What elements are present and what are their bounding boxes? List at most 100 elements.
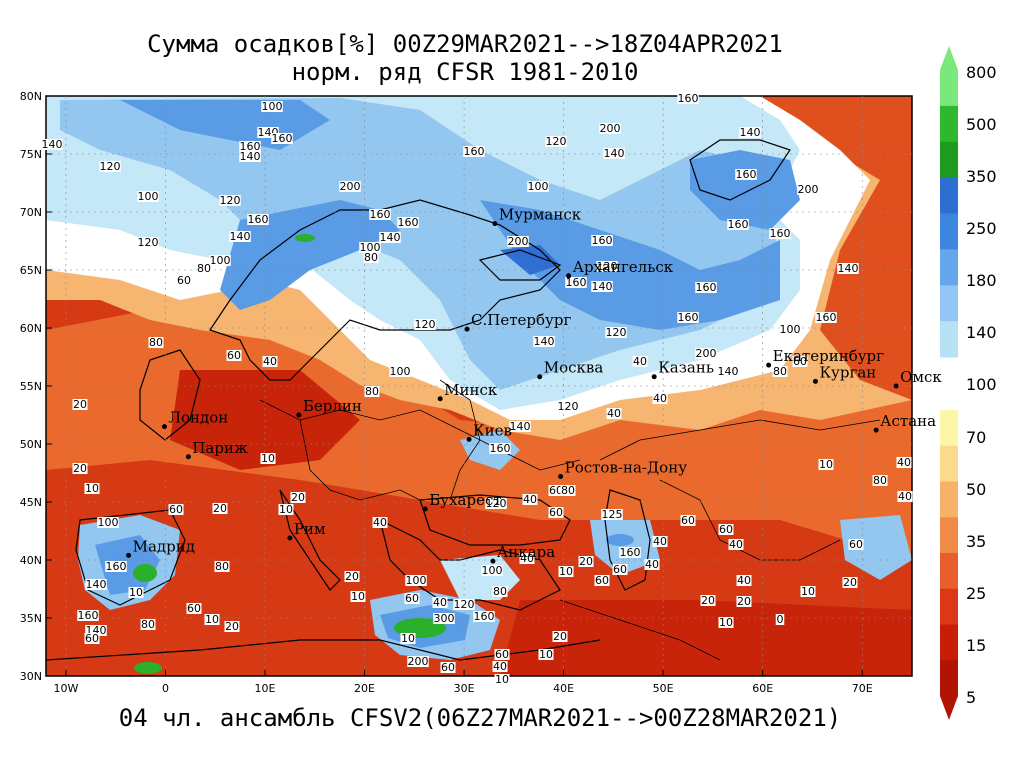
contour-label-bg: [257, 127, 279, 138]
contour-label-bg: [792, 356, 808, 367]
ne-red-zone: [760, 96, 912, 400]
nafrica-green: [134, 662, 162, 674]
contour-label: 140: [42, 138, 63, 151]
contour-label-bg: [522, 494, 538, 505]
contour-label: 120: [546, 135, 567, 148]
contour-label-bg: [219, 195, 241, 206]
city-label: Архангельск: [573, 258, 674, 276]
city-label: Астана: [880, 412, 936, 430]
contour-labels: 1001401601601401201402001601601201402001…: [41, 92, 913, 686]
colorbar-swatch-lower: [940, 445, 958, 482]
lat-tick-label: 80N: [20, 90, 42, 103]
lon-tick-label: 60E: [752, 682, 773, 695]
contour-label-bg: [736, 575, 752, 586]
contour-label: 20: [701, 594, 715, 607]
contour-label-bg: [481, 565, 503, 576]
border-1: [259, 399, 581, 471]
caspian-coast: [604, 489, 651, 591]
contour-label: 140: [718, 365, 739, 378]
contour-label-bg: [369, 209, 391, 220]
contour-label: 10: [279, 503, 293, 516]
contour-label-bg: [404, 593, 420, 604]
contour-label-bg: [168, 504, 184, 515]
colorbar-swatch-upper: [940, 141, 958, 179]
contour-label-bg: [872, 475, 888, 486]
contour-label-bg: [612, 564, 628, 575]
colorbar-swatch-upper: [940, 321, 958, 358]
italy-coast: [279, 489, 341, 591]
lon-tick-label: 0: [162, 682, 169, 695]
contour-label-bg: [652, 536, 668, 547]
contour-label: 60: [85, 632, 99, 645]
contour-label: 60: [849, 538, 863, 551]
contour-label: 300: [434, 612, 455, 625]
contour-label-bg: [897, 491, 913, 502]
contour-label: 120: [486, 497, 507, 510]
colorbar-swatch-lower: [940, 588, 958, 625]
city-marker: [466, 436, 472, 442]
city-marker: [873, 427, 879, 433]
contour-label-bg: [364, 386, 380, 397]
contour-label: 40: [263, 355, 277, 368]
contour-label-bg: [350, 591, 366, 602]
colorbar-swatch-upper: [940, 105, 958, 143]
contour-label: 60: [405, 592, 419, 605]
city-label: Казань: [658, 359, 714, 377]
lat-tick-label: 65N: [20, 264, 42, 277]
scandinavia-coast: [209, 199, 561, 381]
contour-label-bg: [848, 539, 864, 550]
contour-label-bg: [717, 366, 739, 377]
contour-label: 120: [597, 260, 618, 273]
contour-label: 160: [398, 216, 419, 229]
contour-label-bg: [41, 139, 63, 150]
contour-label: 60: [681, 514, 695, 527]
contour-label-bg: [363, 252, 379, 263]
contour-label: 120: [415, 318, 436, 331]
contour-label: 140: [240, 150, 261, 163]
contour-label: 40: [433, 596, 447, 609]
contour-label: 60: [793, 355, 807, 368]
contour-label: 10: [801, 585, 815, 598]
contour-label: 10: [559, 565, 573, 578]
lon-tick-label: 40E: [553, 682, 574, 695]
contour-label: 80: [493, 585, 507, 598]
lat-tick-label: 50N: [20, 438, 42, 451]
city-marker: [558, 473, 564, 479]
map-title-line2: норм. ряд CFSR 1981-2010: [291, 58, 639, 86]
contour-label: 40: [633, 355, 647, 368]
contour-label-bg: [239, 141, 261, 152]
contour-label: 120: [606, 326, 627, 339]
contour-label-bg: [896, 457, 912, 468]
contour-label: 140: [230, 230, 251, 243]
contour-label: 80: [197, 262, 211, 275]
city-marker: [766, 362, 772, 368]
contour-label-bg: [494, 674, 510, 685]
colorbar-swatch-lower: [940, 553, 958, 590]
contour-label: 80: [215, 560, 229, 573]
contour-label: 140: [838, 262, 859, 275]
city-marker: [161, 424, 167, 430]
contour-label-bg: [552, 631, 568, 642]
contour-label-bg: [389, 366, 411, 377]
contour-label: 40: [493, 660, 507, 673]
contour-label: 60: [549, 506, 563, 519]
city-marker: [651, 374, 657, 380]
city-label: Москва: [544, 359, 604, 377]
city-marker: [296, 412, 302, 418]
border-2: [299, 419, 421, 501]
contour-label-bg: [77, 610, 99, 621]
contour-label-bg: [453, 599, 475, 610]
contour-label: 200: [408, 655, 429, 668]
contour-label: 40: [523, 493, 537, 506]
contour-label-bg: [473, 611, 495, 622]
blue-zone-novaya: [690, 150, 800, 230]
contour-label-bg: [440, 662, 456, 673]
contour-label: 160: [272, 132, 293, 145]
city-label: Бухарест: [429, 491, 501, 509]
contour-label-bg: [818, 459, 834, 470]
contour-label: 125: [602, 508, 623, 521]
contour-label: 160: [78, 609, 99, 622]
contour-label: 10: [85, 482, 99, 495]
contour-label-bg: [463, 146, 485, 157]
contour-label: 160: [240, 140, 261, 153]
